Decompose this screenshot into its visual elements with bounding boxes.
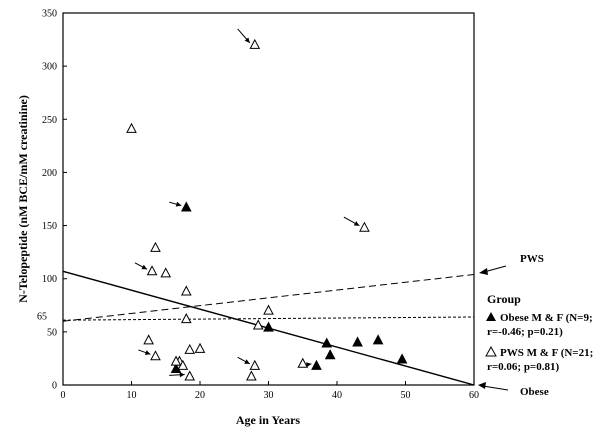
annotation-pws-arrow <box>483 265 507 273</box>
point-arrows <box>134 28 360 378</box>
legend-obese-line1: Obese M & F (N=9; <box>500 312 593 324</box>
x-tick-label: 40 <box>332 390 342 401</box>
x-tick-label: 20 <box>195 390 205 401</box>
pws-data-point <box>170 355 182 366</box>
obese-data-point <box>170 362 182 374</box>
pws-regression-line <box>62 273 475 322</box>
point-arrowhead <box>175 201 182 207</box>
point-arrowhead <box>244 359 250 364</box>
legend-pws-line1: PWS M & F (N=21; <box>500 347 593 359</box>
x-tick-label: 30 <box>264 390 274 401</box>
obese-data-point <box>396 353 408 364</box>
legend-title: Group <box>487 292 521 306</box>
pws-data-point <box>180 313 192 324</box>
pws-data-point <box>150 350 161 361</box>
y-tick-label: 150 <box>42 221 57 232</box>
point-arrowhead <box>244 37 250 43</box>
x-tick-label: 10 <box>127 390 137 401</box>
y-axis-ticks: 0 50 100 150 200 250 300 350 65 <box>37 9 67 392</box>
pws-data-point <box>180 285 192 296</box>
point-arrowhead <box>306 362 312 368</box>
obese-data-point <box>372 334 384 345</box>
reference-line-65 <box>62 316 475 321</box>
obese-data-point <box>311 359 322 370</box>
point-arrowhead <box>141 264 148 270</box>
obese-data-point <box>321 337 333 348</box>
pws-data-point <box>249 359 261 370</box>
x-tick-label: 0 <box>61 390 66 401</box>
y-tick-label: 0 <box>52 381 57 392</box>
obese-data-point <box>180 201 192 212</box>
pws-data-point <box>263 304 274 315</box>
x-tick-label: 60 <box>469 390 479 401</box>
obese-data-point <box>352 336 363 347</box>
point-arrowhead <box>144 350 151 355</box>
legend-obese-line2: r=-0.46; p=0.21) <box>487 326 563 338</box>
y-tick-label: 50 <box>47 327 57 338</box>
data-markers <box>126 38 408 381</box>
point-arrowhead <box>179 372 185 378</box>
pws-data-point <box>297 357 309 368</box>
pws-data-point <box>143 334 154 345</box>
y-tick-label: 100 <box>42 274 57 285</box>
annotation-obese-label: Obese <box>520 386 549 398</box>
legend: Group Obese M & F (N=9; r=-0.46; p=0.21)… <box>485 292 593 373</box>
annotation-obese-arrow <box>482 385 509 391</box>
pws-data-point <box>359 221 370 232</box>
y-tick-label: 250 <box>42 115 57 126</box>
pws-data-point <box>160 267 172 278</box>
pws-data-point <box>150 241 161 252</box>
x-axis-ticks: 0 10 20 30 40 50 60 <box>61 381 479 401</box>
pws-data-point <box>194 342 206 353</box>
pws-data-point <box>126 122 137 133</box>
legend-pws-line2: r=0.06; p=0.81) <box>487 361 559 373</box>
obese-data-point <box>324 349 336 360</box>
pws-data-point <box>249 38 261 49</box>
annotation-pws: PWS <box>479 253 544 275</box>
x-axis-title: Age in Years <box>236 413 301 427</box>
point-arrowhead <box>353 221 360 226</box>
y-tick-label: 300 <box>42 62 57 73</box>
pws-data-point <box>184 343 196 354</box>
annotation-obese: Obese <box>478 382 549 398</box>
y-tick-label-65: 65 <box>37 311 47 322</box>
pws-data-point <box>146 265 158 276</box>
pws-data-point <box>246 370 257 381</box>
annotation-obese-arrowhead <box>478 382 486 389</box>
annotation-pws-label: PWS <box>520 253 544 265</box>
pws-data-point <box>252 319 264 330</box>
y-tick-label: 200 <box>42 168 57 179</box>
legend-marker-pws <box>485 345 497 357</box>
y-tick-label: 350 <box>42 9 57 20</box>
pws-data-point <box>184 370 196 381</box>
legend-marker-obese <box>486 312 496 321</box>
annotation-pws-arrowhead <box>479 268 488 275</box>
y-axis-title: N-Telopeptide (nM BCE/mM creatinine) <box>16 95 30 303</box>
obese-data-point <box>263 321 274 332</box>
x-tick-label: 50 <box>401 390 411 401</box>
